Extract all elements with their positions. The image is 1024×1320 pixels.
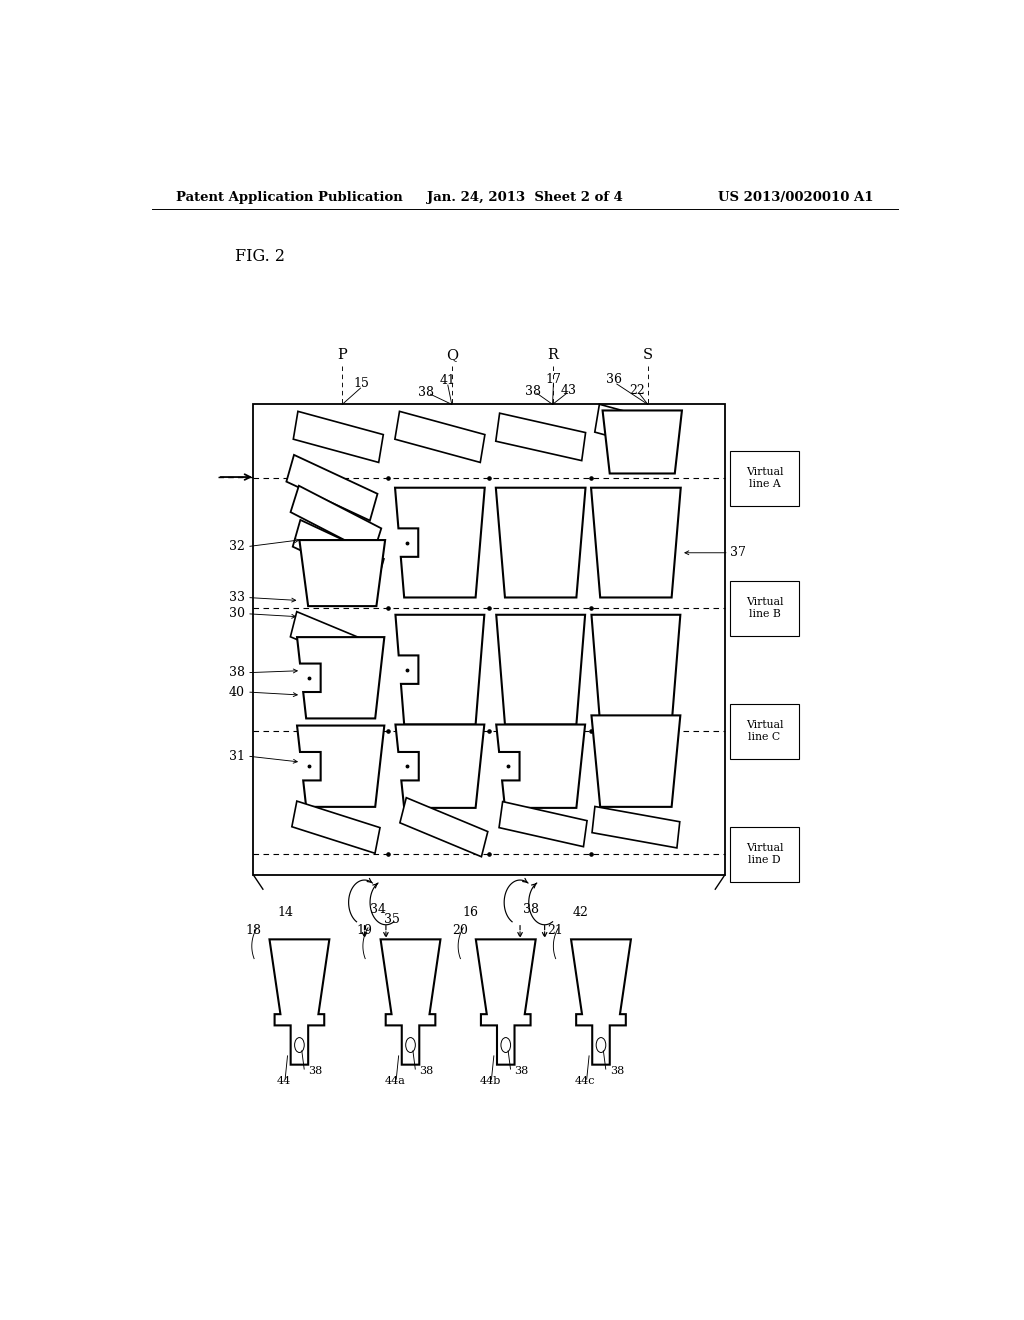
- Text: 44: 44: [276, 1076, 291, 1086]
- Polygon shape: [595, 404, 677, 453]
- Polygon shape: [395, 487, 484, 598]
- Polygon shape: [591, 487, 681, 598]
- Ellipse shape: [295, 1038, 304, 1052]
- Polygon shape: [497, 725, 585, 808]
- Text: 38: 38: [418, 385, 433, 399]
- Polygon shape: [293, 520, 384, 586]
- Polygon shape: [395, 412, 485, 462]
- Text: R: R: [547, 347, 558, 362]
- Polygon shape: [602, 411, 682, 474]
- FancyBboxPatch shape: [730, 826, 799, 882]
- Text: P: P: [337, 347, 347, 362]
- Text: 32: 32: [228, 540, 245, 553]
- Ellipse shape: [406, 1038, 416, 1052]
- Text: 42: 42: [572, 906, 589, 919]
- Polygon shape: [592, 807, 680, 847]
- Ellipse shape: [501, 1038, 511, 1052]
- Text: 41: 41: [440, 375, 456, 388]
- Text: Patent Application Publication: Patent Application Publication: [176, 191, 402, 203]
- Bar: [253, 404, 725, 875]
- Text: 34: 34: [370, 903, 386, 916]
- Polygon shape: [297, 638, 384, 718]
- Text: 44a: 44a: [384, 1076, 406, 1086]
- Polygon shape: [395, 615, 484, 725]
- Polygon shape: [496, 487, 586, 598]
- Text: 37: 37: [730, 546, 746, 560]
- Text: Jan. 24, 2013  Sheet 2 of 4: Jan. 24, 2013 Sheet 2 of 4: [427, 191, 623, 203]
- FancyBboxPatch shape: [730, 450, 799, 506]
- Text: 44c: 44c: [574, 1076, 595, 1086]
- Polygon shape: [291, 486, 381, 554]
- Text: 21: 21: [547, 924, 563, 937]
- Polygon shape: [287, 455, 378, 520]
- Text: 38: 38: [228, 667, 245, 680]
- Polygon shape: [381, 940, 440, 1065]
- Text: 19: 19: [356, 924, 373, 937]
- Polygon shape: [571, 940, 631, 1065]
- Text: Virtual
line B: Virtual line B: [745, 598, 783, 619]
- Polygon shape: [592, 615, 680, 725]
- Polygon shape: [476, 940, 536, 1065]
- Text: US 2013/0020010 A1: US 2013/0020010 A1: [719, 191, 873, 203]
- Polygon shape: [293, 412, 383, 462]
- Polygon shape: [400, 797, 487, 857]
- Text: 38: 38: [419, 1067, 433, 1076]
- Text: 38: 38: [524, 384, 541, 397]
- Ellipse shape: [596, 1038, 606, 1052]
- FancyBboxPatch shape: [730, 704, 799, 759]
- Text: 40: 40: [228, 685, 245, 698]
- Text: 38: 38: [308, 1067, 323, 1076]
- Polygon shape: [297, 726, 384, 807]
- Polygon shape: [395, 725, 484, 808]
- FancyBboxPatch shape: [730, 581, 799, 636]
- Text: 22: 22: [630, 384, 645, 396]
- Polygon shape: [499, 801, 587, 846]
- Polygon shape: [269, 940, 330, 1065]
- Text: Virtual
line C: Virtual line C: [745, 721, 783, 742]
- Polygon shape: [292, 801, 380, 853]
- Text: 15: 15: [353, 376, 370, 389]
- Text: 31: 31: [228, 750, 245, 763]
- Text: 18: 18: [246, 924, 261, 937]
- Text: 36: 36: [605, 374, 622, 387]
- Text: Virtual
line A: Virtual line A: [745, 467, 783, 488]
- Text: 16: 16: [463, 906, 479, 919]
- Polygon shape: [299, 540, 385, 606]
- Text: FIG. 2: FIG. 2: [236, 248, 285, 265]
- Polygon shape: [592, 715, 680, 807]
- Text: 43: 43: [560, 384, 577, 396]
- Text: 14: 14: [278, 906, 293, 919]
- Text: 35: 35: [384, 913, 399, 927]
- Text: 33: 33: [228, 591, 245, 605]
- Text: Virtual
line D: Virtual line D: [745, 843, 783, 865]
- Text: 30: 30: [228, 607, 245, 620]
- Text: 38: 38: [523, 903, 540, 916]
- Text: 38: 38: [514, 1067, 528, 1076]
- Text: S: S: [643, 347, 653, 362]
- Text: 20: 20: [452, 924, 468, 937]
- Text: Q: Q: [445, 347, 458, 362]
- Polygon shape: [291, 611, 378, 671]
- Text: 44b: 44b: [479, 1076, 501, 1086]
- Polygon shape: [496, 413, 586, 461]
- Text: 17: 17: [546, 374, 561, 387]
- Text: 38: 38: [609, 1067, 624, 1076]
- Polygon shape: [497, 615, 585, 725]
